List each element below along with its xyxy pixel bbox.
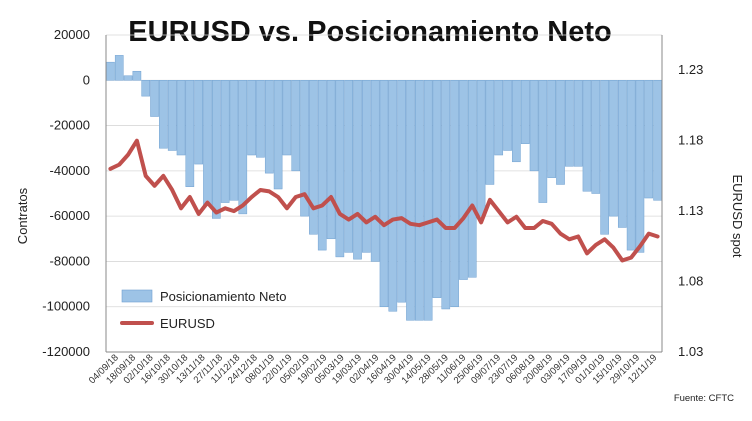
bar [423, 80, 433, 321]
bar [582, 80, 592, 192]
bar [300, 80, 309, 217]
right-tick-label: 1.13 [678, 203, 703, 218]
bar [379, 80, 389, 307]
left-tick-label: -120000 [42, 344, 90, 359]
bar [459, 80, 468, 280]
line-series [108, 138, 660, 263]
left-tick-label: -80000 [50, 253, 90, 268]
legend-label-line: EURUSD [160, 316, 215, 331]
bar [626, 80, 636, 251]
bar [520, 80, 530, 144]
bar [194, 80, 203, 165]
bar [344, 80, 354, 253]
bar [432, 80, 442, 298]
bar [132, 70, 142, 81]
source-note: Fuente: CFTC [674, 393, 734, 404]
bar [388, 80, 398, 312]
bar [114, 55, 124, 81]
legend: Posicionamiento Neto EURUSD [120, 289, 286, 331]
bar [573, 80, 583, 167]
bar [653, 80, 662, 201]
bar [441, 80, 451, 310]
left-axis-ticks: 20000 0 -20000 -40000 -60000 -80000 -100000 -12… [42, 27, 90, 359]
bar [362, 80, 371, 253]
bar [220, 80, 230, 203]
axes [105, 35, 663, 353]
bar [229, 80, 239, 201]
bar [282, 80, 292, 156]
bar [556, 80, 565, 185]
left-tick-label: -40000 [50, 163, 90, 178]
bar [247, 80, 256, 156]
right-tick-label: 1.03 [678, 344, 703, 359]
legend-label-bars: Posicionamiento Neto [160, 289, 286, 304]
bar [494, 80, 504, 156]
bar [635, 80, 645, 253]
bar [370, 80, 380, 262]
bar [273, 80, 283, 190]
bar [591, 80, 601, 194]
bar [565, 80, 574, 167]
left-tick-label: 20000 [54, 27, 90, 42]
bar [529, 80, 539, 172]
right-tick-label: 1.23 [678, 62, 703, 77]
eurusd-line [108, 138, 660, 263]
bar-series [106, 55, 662, 321]
bar [326, 80, 336, 240]
right-tick-label: 1.08 [678, 274, 703, 289]
bar [600, 80, 609, 235]
bar [203, 80, 212, 206]
bar [264, 80, 274, 174]
left-axis-label: Contratos [15, 187, 30, 244]
left-tick-label: -60000 [50, 208, 90, 223]
bar [538, 80, 548, 203]
bar [150, 80, 159, 117]
bar [159, 80, 168, 149]
bar [123, 75, 133, 81]
chart-title: EURUSD vs. Posicionamiento Neto [128, 16, 611, 48]
legend-bar-swatch [121, 289, 153, 303]
left-tick-label: -100000 [42, 299, 90, 314]
bar [167, 80, 177, 151]
bar [617, 80, 627, 228]
bar [503, 80, 512, 151]
bar [185, 80, 195, 187]
bar [406, 80, 415, 321]
right-tick-label: 1.18 [678, 133, 703, 148]
bar [141, 80, 151, 97]
bar [176, 80, 186, 156]
bar [644, 80, 654, 199]
bar [106, 61, 115, 81]
right-axis-label: EURUSD spot [730, 174, 745, 257]
bar [238, 80, 248, 215]
bar [414, 80, 424, 321]
left-tick-label: -20000 [50, 118, 90, 133]
bar [397, 80, 406, 303]
bar [467, 80, 477, 278]
x-axis-ticks: 04/09/1818/09/1802/10/1816/10/1830/10/18… [87, 352, 660, 386]
bar [291, 80, 301, 172]
bar [609, 80, 618, 217]
bar [353, 80, 362, 260]
left-tick-label: 0 [83, 72, 90, 87]
bar [256, 80, 265, 158]
bar [485, 80, 495, 185]
right-axis-ticks: 1.23 1.18 1.13 1.08 1.03 [678, 62, 703, 359]
bar [547, 80, 556, 178]
bar [512, 80, 521, 163]
bar [309, 80, 318, 235]
bar [317, 80, 327, 251]
bar [476, 80, 486, 217]
bar [212, 80, 221, 219]
bar [335, 80, 345, 258]
bar [450, 80, 459, 307]
